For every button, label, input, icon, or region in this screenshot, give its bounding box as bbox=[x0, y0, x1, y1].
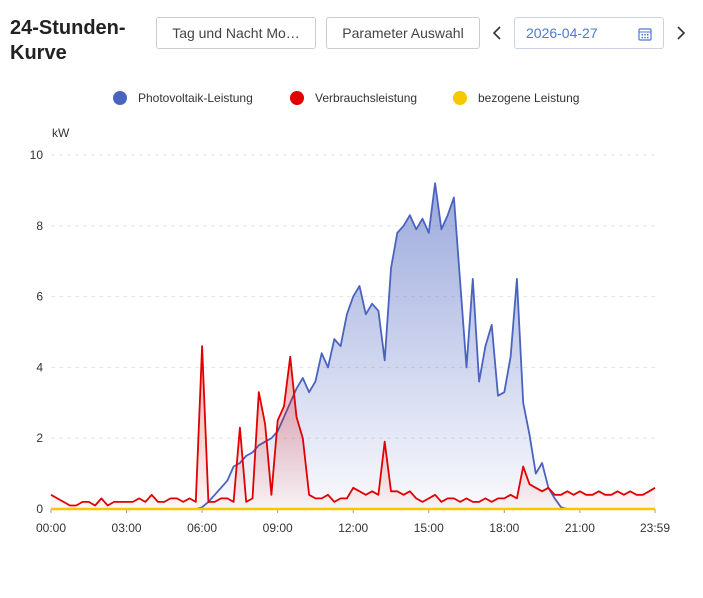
x-tick-label: 18:00 bbox=[489, 521, 519, 535]
series-line bbox=[50, 345, 656, 507]
date-text: 2026-04-27 bbox=[526, 25, 598, 41]
page-title: 24-Stunden-Kurve bbox=[10, 17, 126, 64]
calendar-icon bbox=[638, 28, 652, 41]
series-area bbox=[51, 346, 655, 509]
legend-label: Verbrauchsleistung bbox=[315, 91, 417, 105]
x-tick-label: 12:00 bbox=[338, 521, 368, 535]
x-tick-label: 21:00 bbox=[565, 521, 595, 535]
y-tick-label: 8 bbox=[36, 219, 43, 233]
legend-marker bbox=[113, 91, 127, 105]
y-tick-label: 0 bbox=[36, 502, 43, 516]
y-tick-label: 2 bbox=[36, 431, 43, 445]
mode-button[interactable]: Tag und Nacht Mo… bbox=[156, 17, 316, 49]
date-input[interactable]: 2026-04-27 bbox=[514, 17, 664, 49]
x-tick-label: 00:00 bbox=[36, 521, 66, 535]
y-tick-label: 4 bbox=[36, 360, 43, 374]
x-tick-label: 09:00 bbox=[263, 521, 293, 535]
series-area bbox=[51, 183, 655, 510]
legend-label: bezogene Leistung bbox=[478, 91, 579, 105]
y-tick-label: 10 bbox=[30, 148, 44, 162]
y-tick-label: 6 bbox=[36, 290, 43, 304]
legend-marker bbox=[290, 91, 304, 105]
x-tick-label: 06:00 bbox=[187, 521, 217, 535]
x-tick-label: 23:59 bbox=[640, 521, 670, 535]
next-day[interactable] bbox=[674, 24, 688, 42]
prev-day[interactable] bbox=[490, 24, 504, 42]
x-tick-label: 03:00 bbox=[112, 521, 142, 535]
parameter-button[interactable]: Parameter Auswahl bbox=[326, 17, 480, 49]
legend-marker bbox=[453, 91, 467, 105]
legend-label: Photovoltaik-Leistung bbox=[138, 91, 253, 105]
y-axis-label: kW bbox=[52, 126, 70, 140]
x-tick-label: 15:00 bbox=[414, 521, 444, 535]
